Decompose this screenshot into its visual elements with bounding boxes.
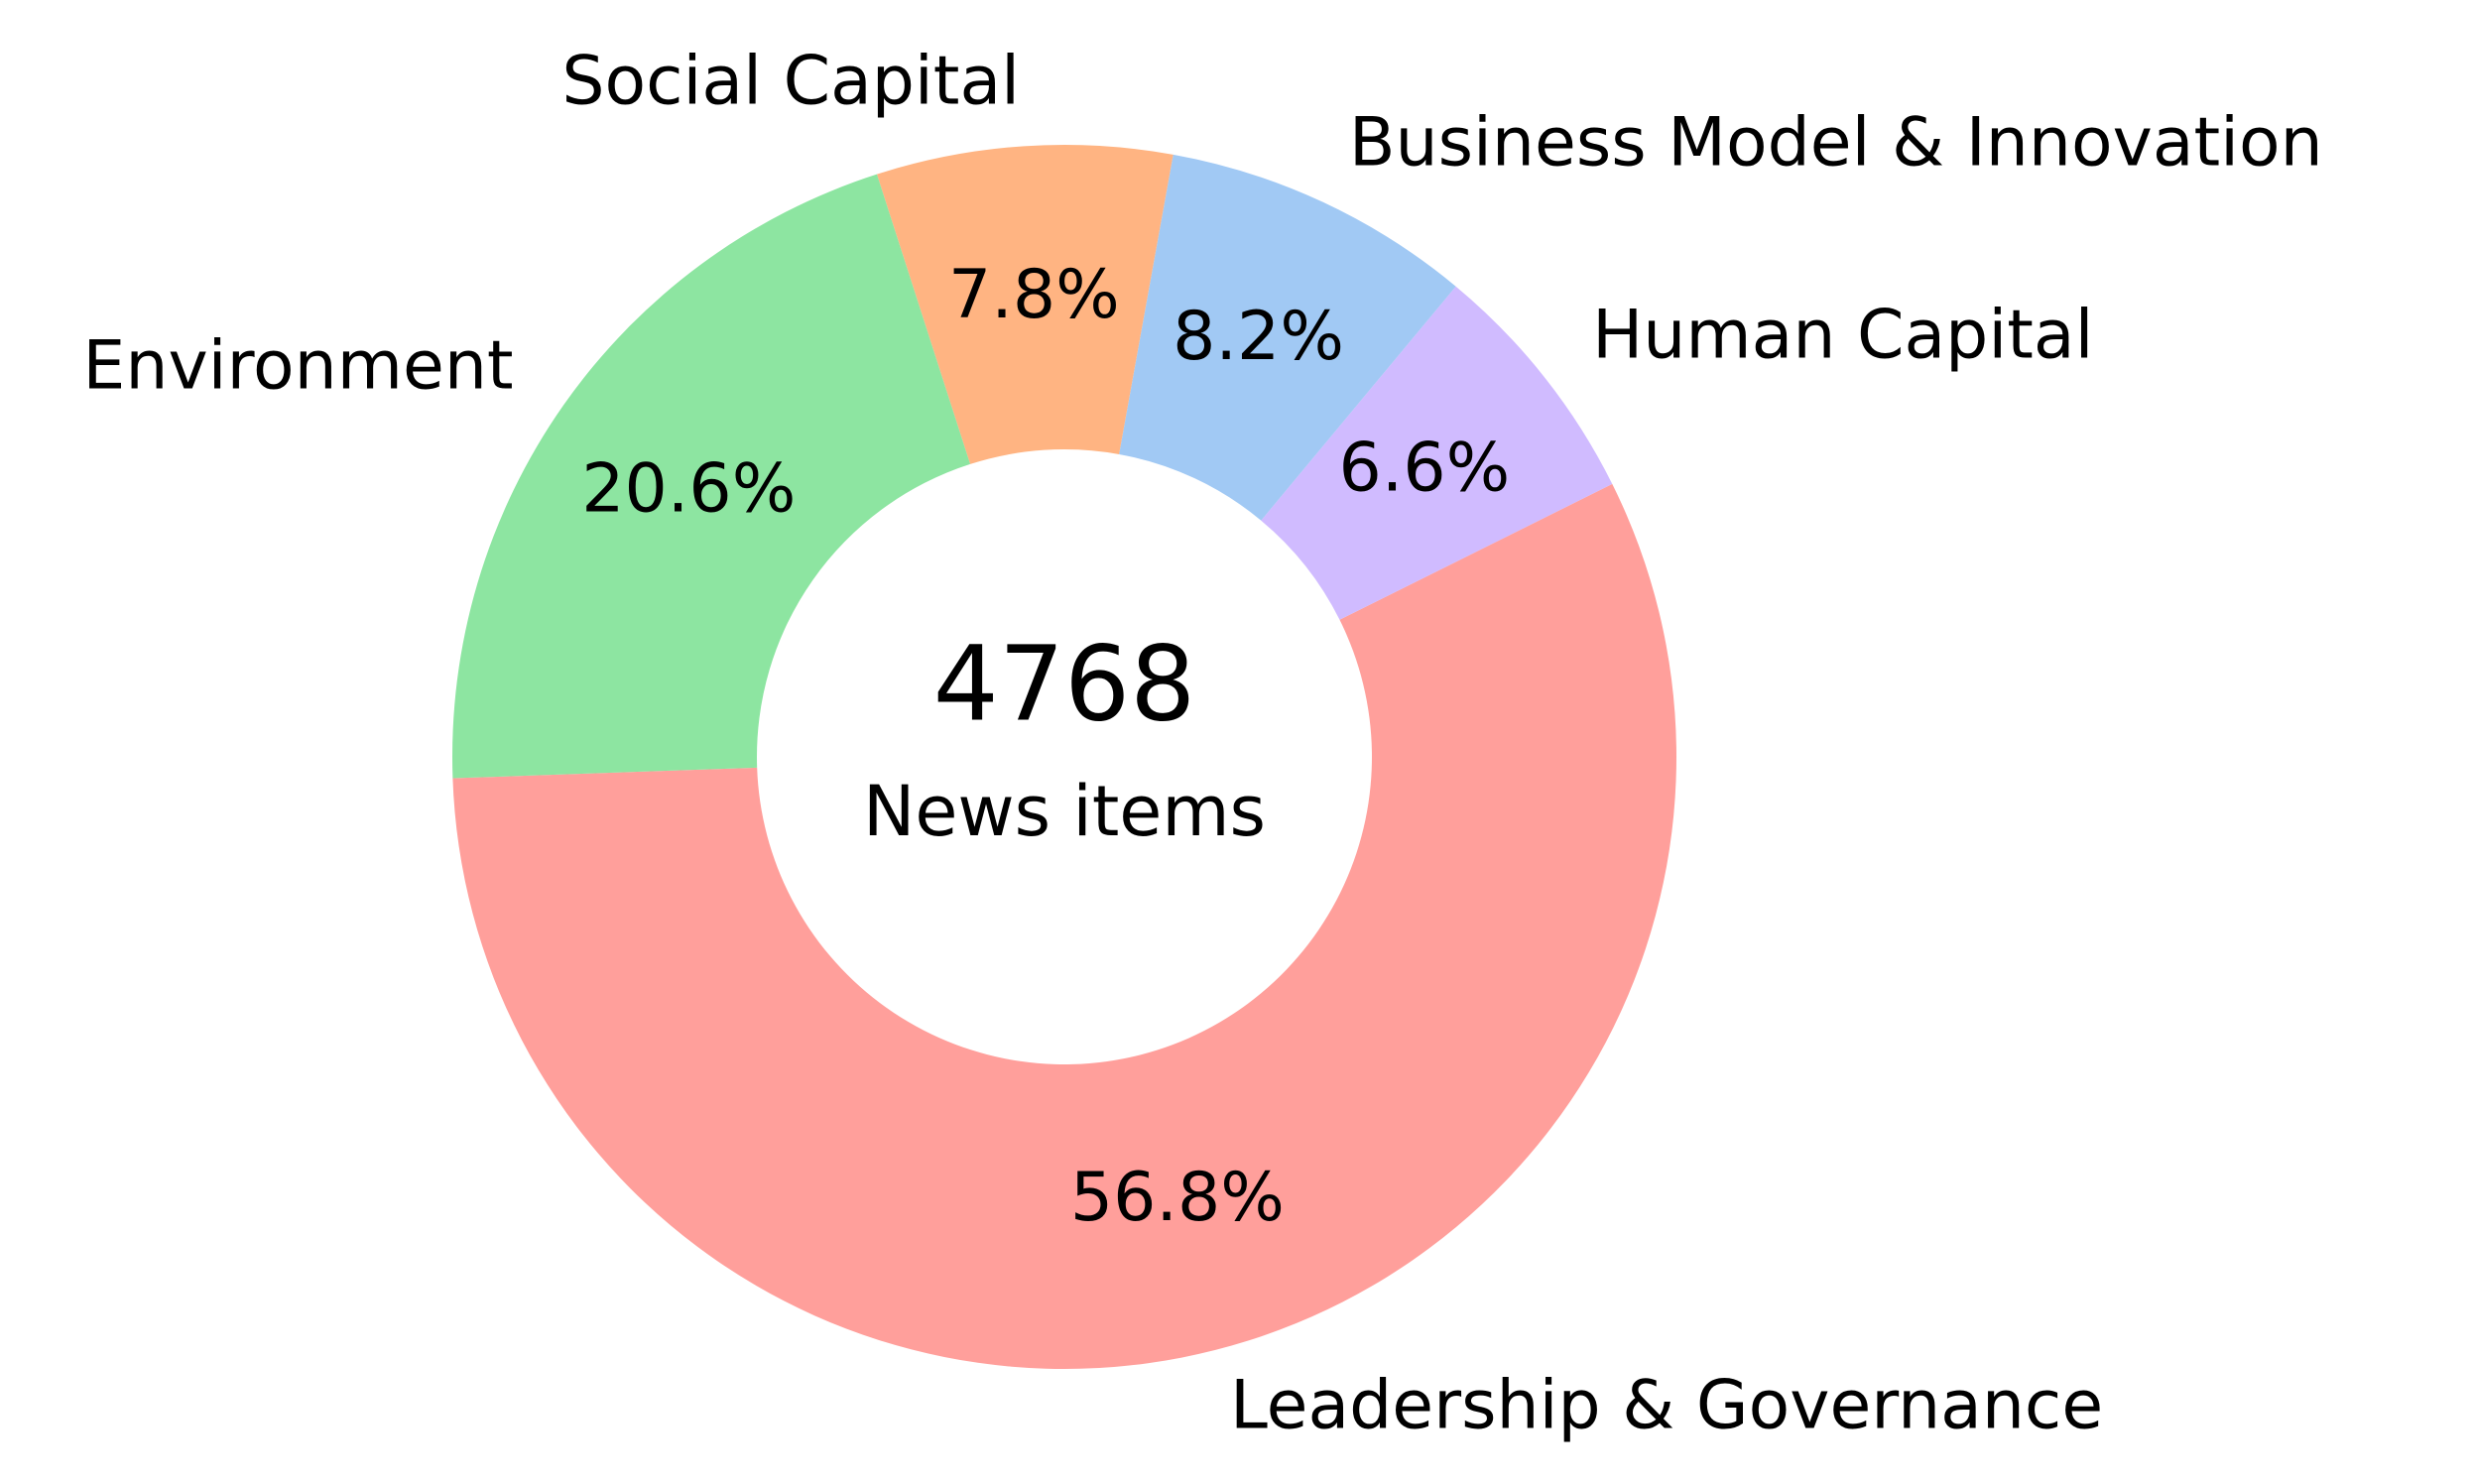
wedge (452, 174, 971, 779)
value-label: 6.6% (1338, 429, 1510, 507)
category-label: Business Model & Innovation (1349, 103, 2323, 182)
category-label: Human Capital (1592, 296, 2093, 374)
wedge (452, 483, 1676, 1370)
center-value: 4768 (933, 623, 1196, 744)
wedge (1261, 286, 1613, 620)
category-label: Environment (82, 326, 513, 405)
category-label: Social Capital (561, 42, 1020, 120)
value-label: 20.6% (581, 450, 796, 529)
value-label: 8.2% (1173, 298, 1344, 376)
wedge (876, 144, 1174, 464)
value-label: 7.8% (948, 256, 1120, 334)
wedge (1119, 154, 1456, 521)
value-label: 56.8% (1070, 1159, 1285, 1237)
category-label: Leadership & Governance (1230, 1366, 2103, 1444)
center-label: News items (863, 771, 1266, 852)
